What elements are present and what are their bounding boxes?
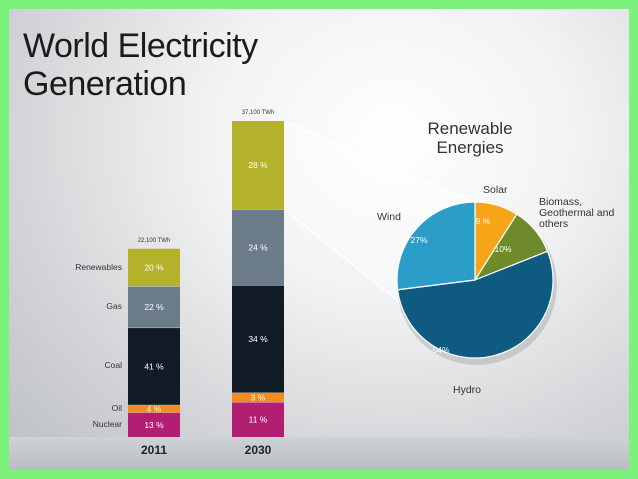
x-tick-label: 2030 [244, 443, 272, 457]
pie-name-label-hydro: Hydro [453, 384, 482, 396]
pie-name-label-biomass-geothermal-and-others: Biomass, [539, 196, 583, 208]
pie-slice-hydro [396, 250, 554, 359]
bar-segment-renewables-2030 [232, 121, 284, 210]
pie-value-label: 54% [432, 345, 449, 355]
pie-title-line1: Renewable [427, 119, 513, 138]
bar-value-label: 11 % [249, 415, 268, 425]
pie-name-label-wind: Wind [377, 211, 401, 223]
bar-segment-coal-2011 [128, 327, 180, 405]
legend-label-oil: Oil [111, 402, 122, 413]
legend-label-coal: Coal [104, 360, 122, 371]
bar-segment-renewables-2011 [128, 248, 180, 287]
pie-title-line2: Energies [436, 138, 504, 157]
chart-canvas: 13 % 4 % 41 % 22 % 20 % 11 % 3 % 34 % 24 % 28 % 9… [128, 120, 557, 437]
bar-segment-nuclear-2011 [128, 412, 180, 437]
legend-label-gas: Gas [106, 301, 122, 312]
pie-name-label-biomass-geothermal-and-others: Geothermal and [539, 207, 615, 219]
chart-baseline-band [9, 437, 629, 470]
renewables-pie: 9 % 10% 54% 27% [396, 201, 557, 365]
bar-value-label: 34 % [248, 334, 268, 344]
chart-title-line2: Generation [23, 65, 187, 103]
bar-value-label: 22 % [144, 302, 164, 312]
bar-segment-gas-2030 [232, 209, 284, 286]
bar-value-label: 13 % [144, 420, 164, 430]
pie-name-label-solar: Solar [483, 184, 508, 196]
bar-value-label: 24 % [248, 242, 268, 252]
x-tick-label: 2011 [140, 443, 168, 457]
bar-total-label: 37,100 TWh [241, 110, 275, 116]
pie-value-label: 10% [494, 244, 511, 254]
pie-slice-wind [396, 201, 476, 291]
bar-value-label: 20 % [144, 263, 164, 273]
pie-value-label: 9 % [476, 216, 491, 226]
chart-frame: 13 % 4 % 41 % 22 % 20 % 11 % 3 % 34 % 24 % 28 % 9… [9, 9, 629, 470]
bar-value-label: 28 % [248, 160, 268, 170]
pie-name-label-biomass-geothermal-and-others: others [539, 218, 569, 230]
bar-total-label: 22,100 TWh [137, 237, 171, 244]
pie-value-label: 27% [410, 235, 427, 245]
bar-value-label: 4 % [147, 404, 162, 414]
bar-segment-gas-2011 [128, 286, 180, 328]
legend-label-nuclear: Nuclear [92, 418, 122, 429]
stacked-bars: 13 % 4 % 41 % 22 % 20 % 11 % 3 % 34 % 24 % 28 % [128, 121, 284, 437]
bar-segment-oil-2030 [232, 392, 284, 403]
bar-segment-nuclear-2030 [232, 402, 284, 437]
bar-segment-coal-2030 [232, 285, 284, 393]
bar-value-label: 41 % [144, 361, 164, 371]
bar-value-label: 3 % [251, 393, 266, 403]
bar-segment-oil-2011 [128, 404, 180, 413]
chart-title-line1: World Electricity [23, 27, 258, 65]
legend-label-renewables: Renewables [75, 261, 122, 272]
